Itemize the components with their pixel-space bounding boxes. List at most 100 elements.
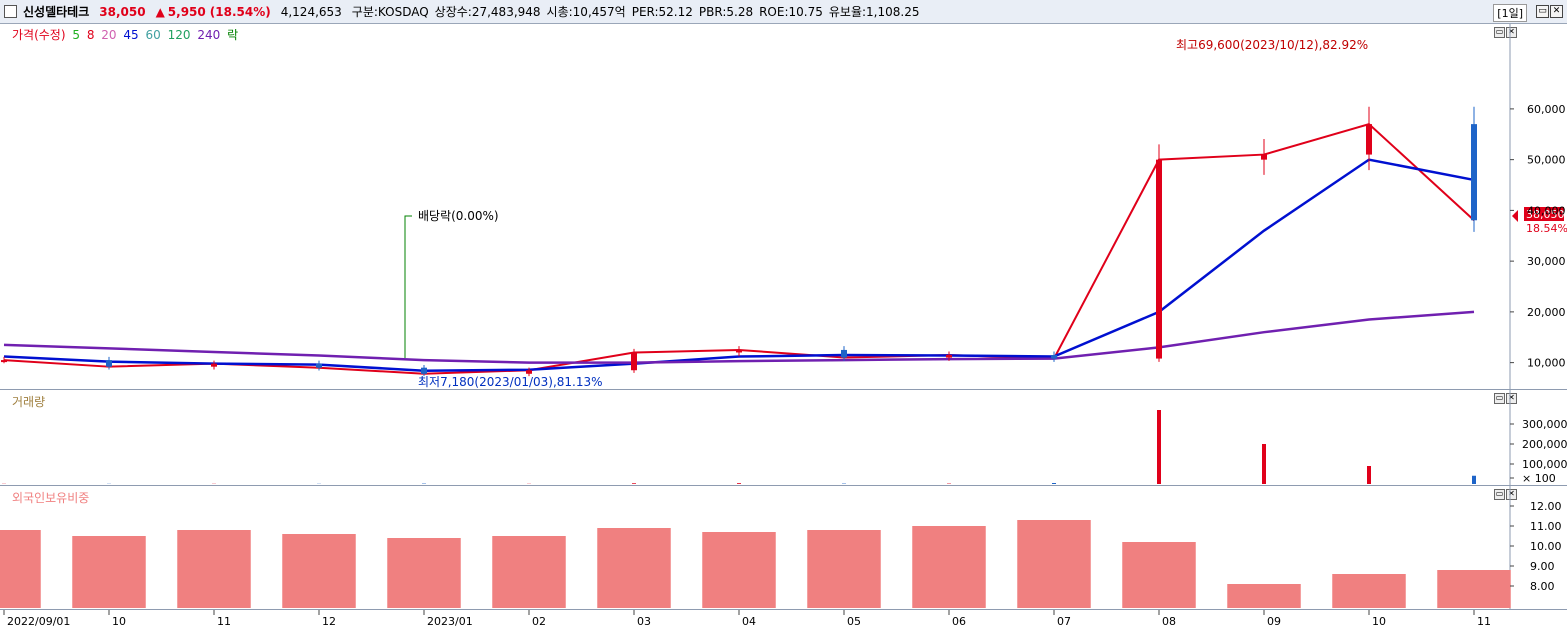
foreign-panel-close-icon[interactable]: ✕ xyxy=(1506,489,1517,500)
current-price: 38,050 xyxy=(99,4,146,19)
maximize-icon[interactable]: ▭ xyxy=(1536,5,1549,18)
foreign-bar xyxy=(1227,584,1301,608)
price-panel: 가격(수정) 5 8 20 45 60 120 240 락 ▭ ✕ 배당락(0.… xyxy=(0,24,1567,390)
x-axis-label: 2023/01 xyxy=(427,615,473,628)
foreign-y-tick: 11.00 xyxy=(1530,520,1562,533)
x-axis-label: 02 xyxy=(532,615,546,628)
foreign-y-tick: 10.00 xyxy=(1530,540,1562,553)
price-chart[interactable]: 배당락(0.00%) 최저7,180(2023/01/03),81.13% 최고… xyxy=(0,24,1567,390)
volume-panel-close-icon[interactable]: ✕ xyxy=(1506,393,1517,404)
x-axis-label: 03 xyxy=(637,615,651,628)
candle-body xyxy=(1471,124,1477,221)
market-cap: 시총:10,457억 xyxy=(546,5,626,19)
close-icon[interactable]: ✕ xyxy=(1550,5,1563,18)
legend-foreign[interactable]: 외국인보유비중 xyxy=(12,491,90,505)
price-legend: 가격(수정) 5 8 20 45 60 120 240 락 xyxy=(12,26,241,43)
volume-panel: 거래량 ▭ ✕ 300,000 200,000 100,000 × 100 xyxy=(0,390,1567,486)
price-y-tick: 10,000 xyxy=(1527,357,1566,370)
foreign-bar xyxy=(1332,574,1406,608)
period-selector[interactable]: [1일] xyxy=(1493,4,1527,22)
candle-body xyxy=(1366,124,1372,155)
x-axis-label: 11 xyxy=(217,615,231,628)
volume-y-tick: × 100 xyxy=(1522,472,1556,485)
roe-value: ROE:10.75 xyxy=(759,4,823,19)
volume-bar xyxy=(1262,444,1266,484)
stock-name[interactable]: 신성델타테크 xyxy=(23,5,90,19)
x-axis-label: 08 xyxy=(1162,615,1176,628)
volume-bar xyxy=(1157,410,1161,484)
volume-panel-minimize-icon[interactable]: ▭ xyxy=(1494,393,1505,404)
legend-price[interactable]: 가격(수정) xyxy=(12,28,66,42)
last-price-label: 38,050 xyxy=(1526,208,1565,221)
volume-chart[interactable]: 300,000 200,000 100,000× 100 xyxy=(0,390,1567,486)
legend-volume[interactable]: 거래량 xyxy=(12,395,46,409)
foreign-legend: 외국인보유비중 xyxy=(12,489,92,506)
candle-body xyxy=(631,352,637,371)
per-value: PER:52.12 xyxy=(631,4,693,19)
volume-y-tick: 200,000 xyxy=(1522,438,1567,451)
candle-body xyxy=(736,349,742,353)
legend-ma60[interactable]: 60 xyxy=(145,28,161,42)
price-change-pct: (18.54%) xyxy=(209,4,271,19)
candle-body xyxy=(316,363,322,368)
x-axis-label: 2022/09/01 xyxy=(7,615,70,628)
foreign-bar xyxy=(282,534,356,608)
legend-drop[interactable]: 락 xyxy=(227,28,239,42)
foreign-bar xyxy=(597,528,671,608)
x-axis-label: 04 xyxy=(742,615,756,628)
foreign-panel-minimize-icon[interactable]: ▭ xyxy=(1494,489,1505,500)
legend-ma120[interactable]: 120 xyxy=(167,28,191,42)
price-y-tick: 50,000 xyxy=(1527,154,1566,167)
legend-ma8[interactable]: 8 xyxy=(86,28,95,42)
volume-bar xyxy=(1472,475,1476,484)
legend-ma240[interactable]: 240 xyxy=(197,28,221,42)
panel-minimize-icon[interactable]: ▭ xyxy=(1494,27,1505,38)
foreign-bar xyxy=(387,538,461,608)
price-y-tick: 60,000 xyxy=(1527,103,1566,116)
volume-bar xyxy=(632,483,636,484)
price-y-tick: 30,000 xyxy=(1527,255,1566,268)
pbr-value: PBR:5.28 xyxy=(698,4,754,19)
select-checkbox[interactable] xyxy=(4,5,17,18)
last-pct-label: 18.54% xyxy=(1526,222,1567,235)
legend-ma45[interactable]: 45 xyxy=(123,28,139,42)
volume-y-tick: 100,000 xyxy=(1522,458,1567,471)
candle-body xyxy=(1051,355,1057,359)
candle-body xyxy=(1156,159,1162,359)
foreign-bar xyxy=(807,530,881,608)
candle-body xyxy=(841,349,847,358)
last-price-marker-icon xyxy=(1512,210,1518,222)
panel-close-icon[interactable]: ✕ xyxy=(1506,27,1517,38)
candle-body xyxy=(1,360,7,363)
volume-y-tick: 300,000 xyxy=(1522,418,1567,431)
legend-ma5[interactable]: 5 xyxy=(72,28,80,42)
reserve-ratio: 유보율:1,108.25 xyxy=(828,5,920,19)
series-line-45 xyxy=(3,158,1475,372)
x-axis-label: 10 xyxy=(1372,615,1386,628)
change-arrow-icon: ▲ xyxy=(155,4,165,19)
candle-body xyxy=(421,367,427,374)
foreign-bar xyxy=(0,530,41,608)
foreign-bar xyxy=(912,526,986,608)
foreign-panel: 외국인보유비중 ▭ ✕ 12.00 11.00 10.00 9.00 8.00 xyxy=(0,486,1567,610)
foreign-bar xyxy=(702,532,776,608)
x-axis: 2022/09/01 10 11 12 2023/01 02 03 04 05 06 07 08 09 1… xyxy=(3,610,1491,628)
volume-bar xyxy=(1367,466,1371,484)
price-y-tick: 20,000 xyxy=(1527,306,1566,319)
x-axis-label: 10 xyxy=(112,615,126,628)
foreign-bar xyxy=(72,536,146,608)
foreign-bar xyxy=(177,530,251,608)
x-axis-label: 12 xyxy=(322,615,336,628)
candle-body xyxy=(946,355,952,358)
volume-bar xyxy=(1052,483,1056,484)
foreign-chart[interactable]: 12.00 11.00 10.00 9.00 8.00 xyxy=(0,486,1567,610)
series-line-240 xyxy=(3,310,1475,364)
price-change: 5,950 xyxy=(167,4,206,19)
volume-value: 4,124,653 xyxy=(280,4,342,19)
legend-ma20[interactable]: 20 xyxy=(101,28,117,42)
x-axis-label: 07 xyxy=(1057,615,1071,628)
x-axis-label: 06 xyxy=(952,615,966,628)
candle-body xyxy=(211,363,217,367)
foreign-y-tick: 9.00 xyxy=(1530,560,1555,573)
x-axis-label: 11 xyxy=(1477,615,1491,628)
